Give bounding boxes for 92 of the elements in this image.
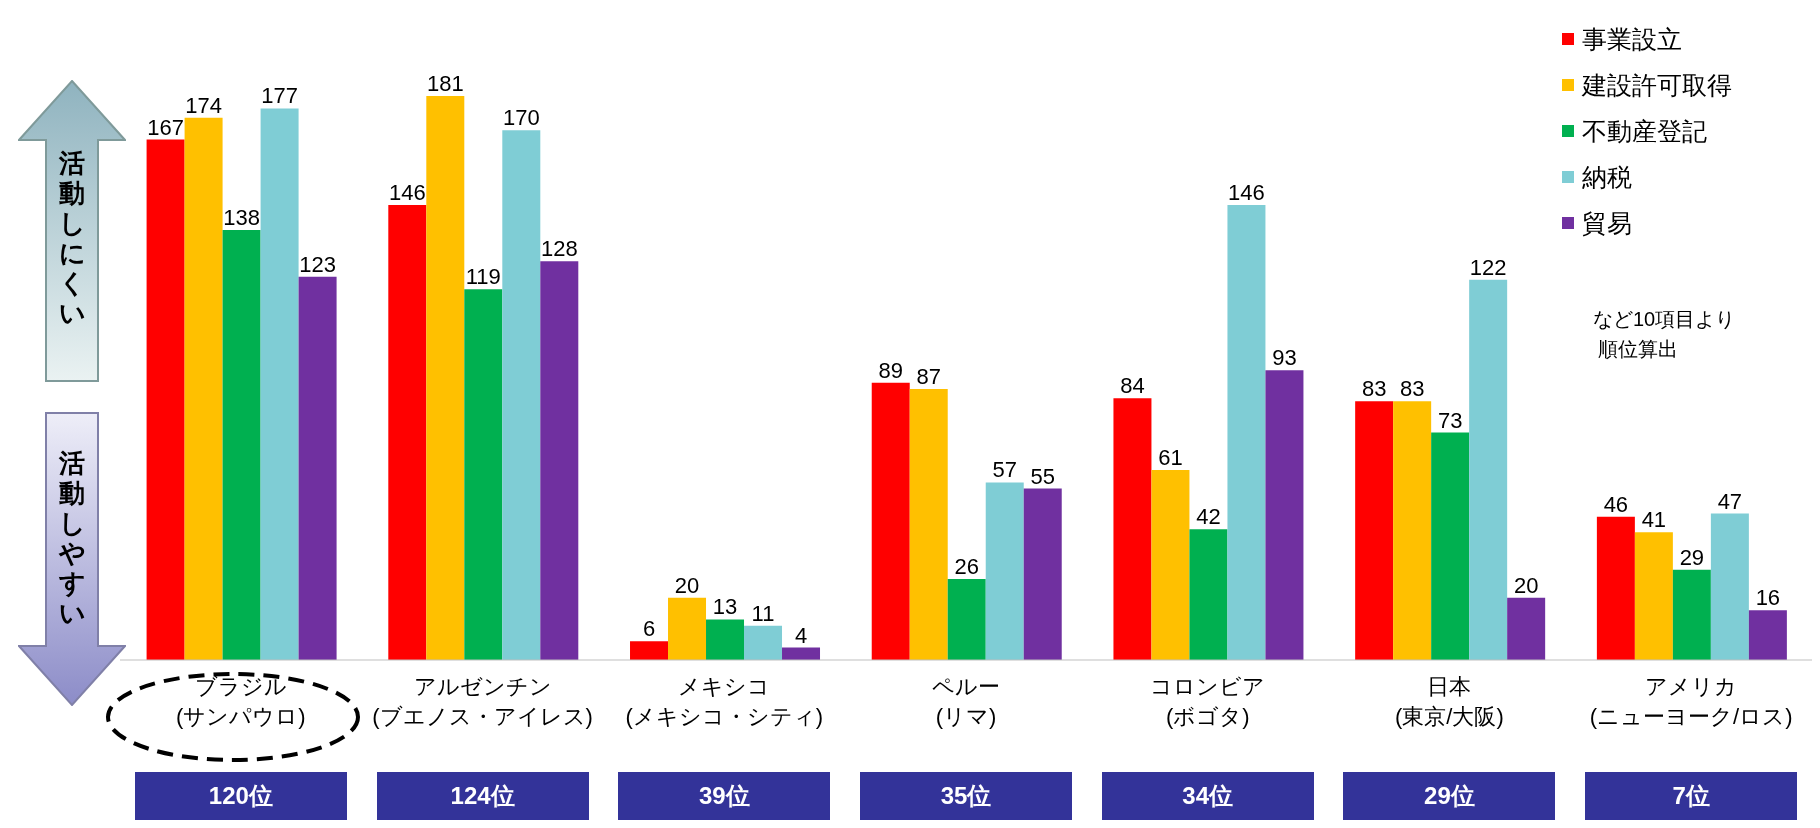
x-tick-label: コロンビア (ボゴタ) [1150, 674, 1266, 729]
text: 120位 [134, 772, 347, 820]
data-label: 55 [1030, 463, 1055, 489]
data-label: 119 [465, 264, 501, 290]
data-label: 46 [1603, 491, 1629, 517]
data-label: 177 [261, 83, 298, 109]
bar [985, 482, 1024, 660]
bar [1634, 532, 1673, 660]
data-label: 167 [147, 114, 184, 140]
data-label: 26 [954, 553, 979, 579]
data-label: 29 [1679, 544, 1705, 570]
bar [744, 625, 783, 660]
data-label: 16 [1755, 585, 1781, 611]
bar [426, 96, 465, 660]
data-label: 174 [185, 92, 222, 118]
bar [1507, 597, 1546, 660]
bar [1596, 516, 1635, 660]
x-tick-label: 日本 (東京/大阪) [1395, 674, 1504, 729]
bar [1265, 370, 1304, 660]
data-label: 87 [916, 363, 941, 389]
bar [146, 139, 185, 660]
data-label: 11 [751, 600, 775, 626]
x-tick-label: アメリカ (ニューヨーク/ロス) [1589, 674, 1793, 729]
bar [1672, 569, 1711, 660]
data-label: 89 [878, 357, 903, 383]
bar [947, 578, 986, 660]
data-label: 4 [794, 622, 808, 648]
text: 34位 [1101, 772, 1314, 820]
data-label: 181 [426, 71, 464, 96]
data-label: 146 [1228, 180, 1265, 206]
data-label: 128 [540, 236, 578, 262]
bar [540, 261, 579, 660]
text: 39位 [618, 772, 831, 820]
bar [1113, 398, 1152, 660]
data-label: 146 [388, 180, 426, 206]
text: 124位 [376, 772, 589, 820]
data-label: 93 [1272, 345, 1297, 371]
data-label: 41 [1641, 507, 1667, 533]
bar [184, 117, 223, 660]
legend-label: 建設許可取得 [1582, 69, 1732, 101]
x-tick-label: ブラジル (サンパウロ) [176, 674, 306, 729]
data-label: 123 [299, 251, 336, 277]
bar [871, 382, 910, 660]
x-tick-label: メキシコ (メキシコ・シティ) [625, 674, 824, 729]
text: 7位 [1585, 772, 1798, 820]
text: 活動しやすい [58, 448, 86, 628]
data-label: 57 [992, 457, 1017, 483]
bar [1227, 205, 1266, 660]
data-label: 83 [1361, 376, 1387, 402]
data-label: 42 [1196, 504, 1221, 530]
bar [1710, 513, 1749, 660]
data-label: 170 [502, 105, 540, 131]
text: 活動しにくい [58, 148, 86, 328]
bar [1151, 469, 1190, 660]
data-label: 73 [1437, 407, 1463, 433]
annotation: 順位算出 [1598, 337, 1678, 362]
bar [464, 289, 503, 660]
legend-label: 納税 [1582, 161, 1632, 193]
data-label: 20 [1513, 572, 1539, 598]
bar [706, 619, 745, 660]
bar [1431, 432, 1470, 660]
bar [298, 276, 337, 660]
legend-label: 事業設立 [1582, 23, 1682, 55]
data-label: 138 [223, 204, 260, 230]
data-label: 122 [1469, 254, 1507, 280]
text: 29位 [1343, 772, 1556, 820]
bar [260, 108, 299, 660]
bar [222, 229, 261, 660]
data-label: 47 [1717, 488, 1743, 514]
bar [1189, 529, 1228, 660]
legend-label: 不動産登記 [1582, 115, 1707, 147]
data-label: 13 [712, 594, 738, 620]
bar [1355, 401, 1394, 660]
annotation: など10項目より [1593, 307, 1736, 332]
bar [388, 205, 427, 660]
x-tick-label: アルゼンチン (ブエノス・アイレス) [372, 674, 593, 729]
bar [630, 641, 669, 660]
bar [1748, 610, 1787, 660]
data-label: 6 [642, 616, 656, 642]
bar [1469, 279, 1508, 660]
bar [668, 597, 707, 660]
legend-label: 貿易 [1582, 207, 1632, 239]
bar [909, 388, 948, 660]
data-label: 83 [1399, 376, 1425, 402]
data-label: 84 [1120, 373, 1145, 399]
text: 35位 [860, 772, 1072, 820]
bar [1023, 488, 1062, 660]
x-tick-label: ペルー (リマ) [932, 674, 1000, 729]
data-label: 61 [1158, 444, 1183, 470]
bar [1393, 401, 1432, 660]
bar [502, 130, 541, 660]
data-label: 20 [674, 572, 700, 598]
